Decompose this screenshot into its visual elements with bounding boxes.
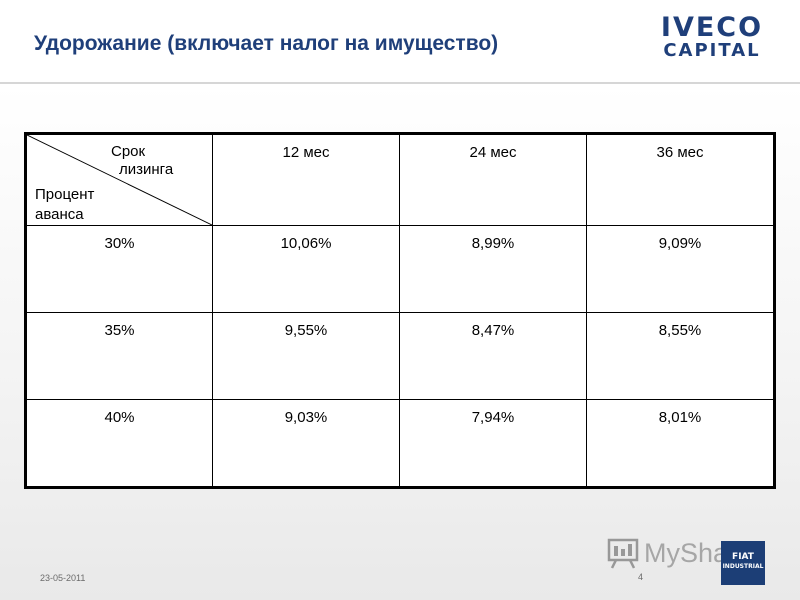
table-cell: 8,01% bbox=[586, 399, 775, 488]
column-header-36: 36 мес bbox=[586, 133, 775, 226]
logo-line-iveco: IVECO bbox=[660, 12, 764, 43]
watermark-text: MySha bbox=[644, 537, 729, 568]
row-advance-cell: 35% bbox=[25, 312, 213, 400]
fiat-logo-line1: FIAT bbox=[732, 552, 754, 562]
page-number: 4 bbox=[638, 572, 644, 582]
corner-label-advance: Процент аванса bbox=[35, 185, 94, 225]
watermark: MySha bbox=[606, 536, 728, 570]
table-row: 30% 10,06% 8,99% 9,09% bbox=[25, 225, 775, 313]
column-header-24: 24 мес bbox=[399, 133, 587, 226]
corner-diagonal-line bbox=[27, 135, 212, 225]
fiat-logo-line2: INDUSTRIAL bbox=[722, 563, 764, 570]
corner-label-term-line2: лизинга bbox=[119, 161, 174, 178]
leasing-cost-table: Срок лизинга Процент аванса 12 мес 24 ме… bbox=[24, 132, 776, 489]
corner-label-advance-line1: Процент bbox=[35, 186, 95, 203]
table-row: 35% 9,55% 8,47% 8,55% bbox=[25, 312, 775, 400]
table-cell: 9,03% bbox=[212, 399, 400, 488]
corner-label-term: Срок лизинга bbox=[111, 143, 173, 179]
fiat-industrial-logo: FIAT INDUSTRIAL bbox=[721, 541, 765, 585]
table-cell: 8,99% bbox=[399, 225, 587, 313]
table-cell: 7,94% bbox=[399, 399, 587, 488]
corner-label-advance-line2: аванса bbox=[35, 206, 84, 223]
logo-line-capital: CAPITAL bbox=[663, 40, 761, 61]
table-row: 40% 9,03% 7,94% 8,01% bbox=[25, 399, 775, 488]
table-cell: 9,09% bbox=[586, 225, 775, 313]
table-cell: 10,06% bbox=[212, 225, 400, 313]
footer-date: 23-05-2011 bbox=[40, 573, 86, 583]
table-cell: 9,55% bbox=[212, 312, 400, 400]
table-header-row: Срок лизинга Процент аванса 12 мес 24 ме… bbox=[25, 133, 775, 226]
row-advance-cell: 30% bbox=[25, 225, 213, 313]
slide-title: Удорожание (включает налог на имущество) bbox=[34, 32, 499, 55]
row-advance-cell: 40% bbox=[25, 399, 213, 488]
corner-label-term-line1: Срок bbox=[111, 143, 146, 160]
table-cell: 8,47% bbox=[399, 312, 587, 400]
table-corner-cell: Срок лизинга Процент аванса bbox=[25, 133, 213, 226]
presentation-board-icon bbox=[607, 538, 639, 569]
column-header-12: 12 мес bbox=[212, 133, 400, 226]
header-divider bbox=[0, 82, 800, 84]
table-cell: 8,55% bbox=[586, 312, 775, 400]
iveco-capital-logo: IVECO CAPITAL bbox=[656, 14, 768, 60]
